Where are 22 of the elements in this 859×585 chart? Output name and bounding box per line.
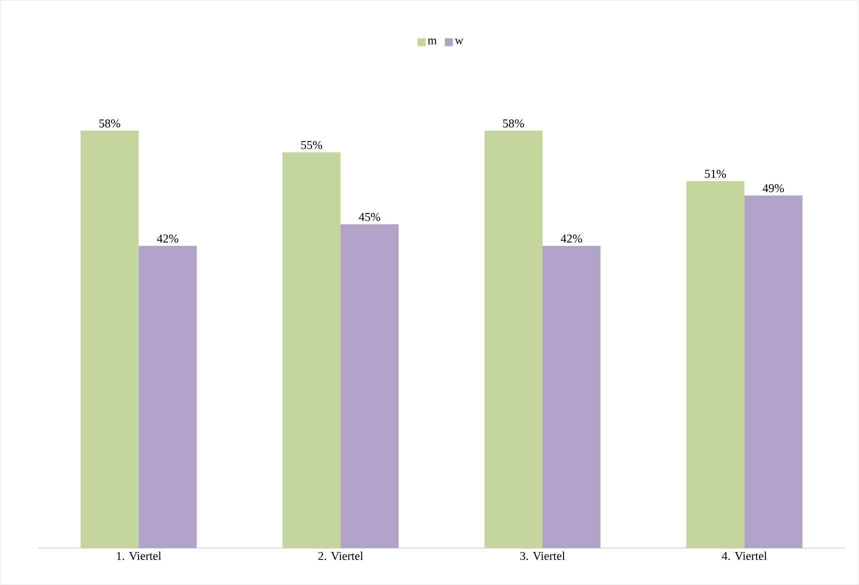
x-tick-label: 1. Viertel — [116, 552, 162, 560]
data-label: 58% — [503, 119, 524, 128]
data-label: 45% — [358, 213, 380, 222]
bar — [80, 130, 139, 548]
bar — [744, 196, 802, 548]
legend-label: w — [454, 38, 464, 44]
bar — [484, 130, 542, 548]
data-label: 42% — [560, 234, 582, 243]
bar — [340, 224, 399, 548]
bar — [282, 152, 341, 548]
data-label: 51% — [705, 170, 726, 178]
x-tick-label: 3. Viertel — [520, 552, 565, 560]
data-label: 58% — [99, 119, 120, 128]
data-label: 49% — [762, 184, 784, 192]
x-tick-label: 4. Viertel — [722, 552, 767, 560]
data-label: 42% — [156, 234, 178, 243]
bar — [542, 246, 600, 548]
bar — [686, 181, 744, 548]
bar — [138, 246, 197, 548]
legend-label: m — [428, 38, 437, 44]
x-tick-label: 2. Viertel — [318, 552, 364, 560]
data-label: 55% — [301, 141, 322, 150]
